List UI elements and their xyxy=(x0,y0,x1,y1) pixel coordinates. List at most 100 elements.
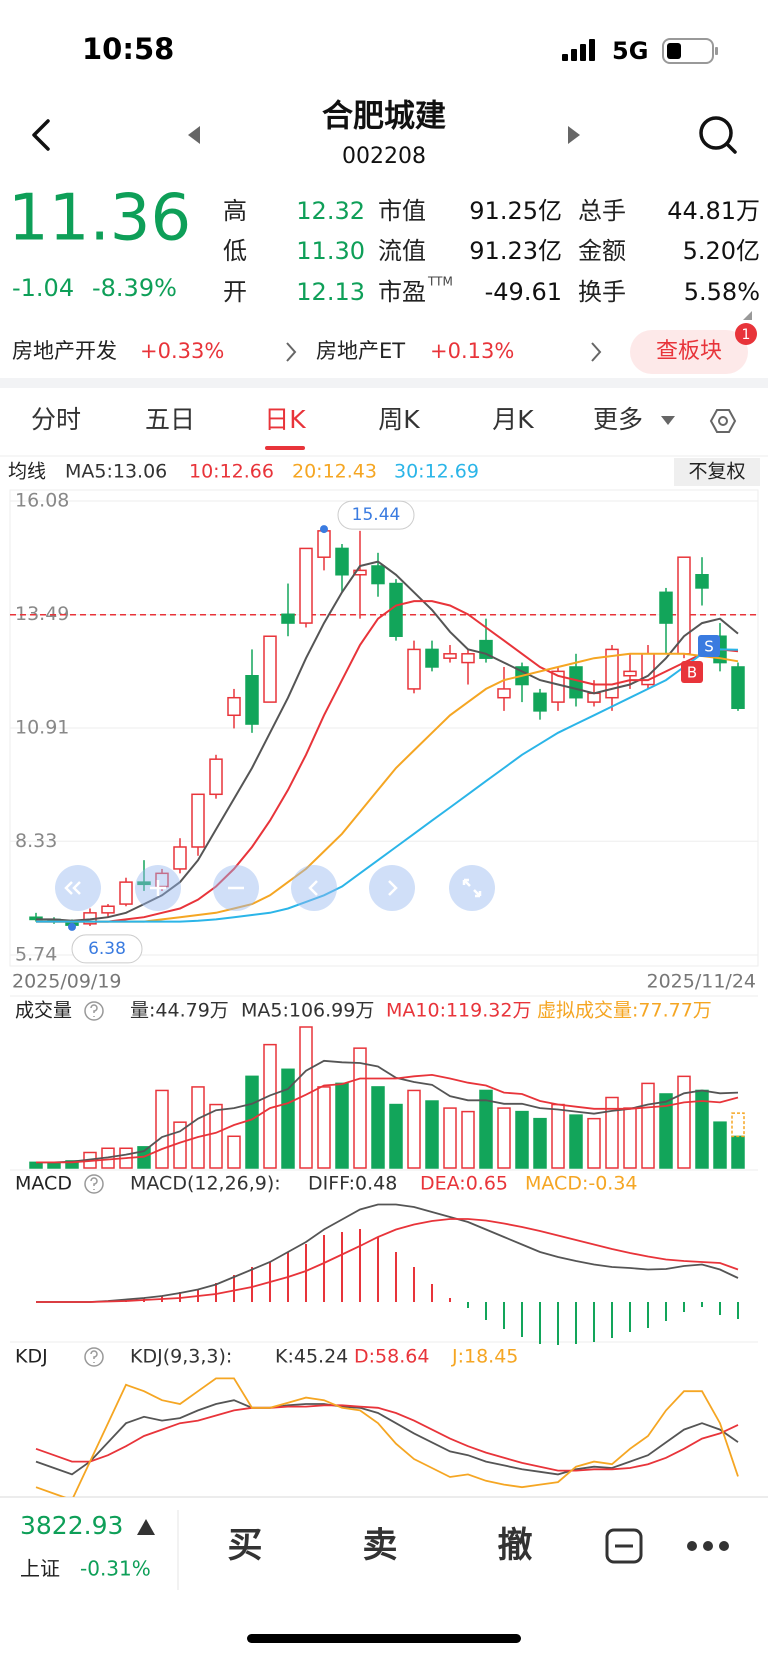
ma-line xyxy=(36,652,739,923)
stat-label: 低 xyxy=(223,237,247,265)
minus-button[interactable] xyxy=(605,1528,643,1564)
volume-bar xyxy=(479,1089,493,1169)
tab-underline xyxy=(265,446,305,450)
signal-icon xyxy=(562,39,595,61)
expand-indicator[interactable] xyxy=(743,311,752,320)
volume-bar xyxy=(335,1082,349,1169)
index-value: 3822.93 xyxy=(20,1511,123,1540)
chart-nav-button[interactable] xyxy=(449,865,495,911)
stat-label: 市值 xyxy=(378,197,426,225)
candle-body xyxy=(605,648,619,699)
panel-legend: K:45.24 xyxy=(275,1346,348,1368)
action-button[interactable]: 卖 xyxy=(362,1526,397,1566)
low-label: 6.38 xyxy=(88,939,126,959)
candle-body xyxy=(425,648,439,668)
help-icon-glyph xyxy=(90,1350,98,1363)
tab[interactable]: 五日 xyxy=(145,405,195,434)
chart-nav-button[interactable] xyxy=(55,865,101,911)
tab[interactable]: 更多 xyxy=(593,405,643,434)
low-dot xyxy=(68,922,76,931)
help-icon[interactable] xyxy=(84,1347,104,1367)
help-icon[interactable] xyxy=(84,1174,104,1194)
sector-name[interactable]: 房地产开发 xyxy=(12,339,117,363)
candle-body xyxy=(659,591,673,624)
volume-bar xyxy=(677,1075,691,1169)
ma-line xyxy=(36,600,739,923)
chart-nav-button[interactable] xyxy=(291,865,337,911)
volume-bar xyxy=(209,1103,223,1169)
ma-legend: 20:12.43 xyxy=(292,461,377,483)
panel-legend: MA5:106.99万 xyxy=(241,1000,374,1022)
volume-bar xyxy=(191,1086,205,1169)
volume-bar xyxy=(641,1082,655,1169)
stat-value: 44.81万 xyxy=(667,197,760,225)
stat-label: 换手 xyxy=(578,278,626,306)
settings-icon[interactable] xyxy=(709,409,737,433)
kdj-line xyxy=(35,1404,739,1472)
back-button[interactable] xyxy=(32,119,50,151)
panel-legend: J:18.45 xyxy=(451,1346,518,1368)
action-button[interactable]: 买 xyxy=(227,1526,262,1566)
price: 11.36 xyxy=(8,182,191,256)
virtual-volume xyxy=(731,1112,745,1138)
low-bubble xyxy=(71,934,143,964)
chart-nav-icon xyxy=(462,878,482,898)
stat-label: 总手 xyxy=(578,197,626,225)
high-label: 15.44 xyxy=(352,505,401,525)
panel-title: KDJ xyxy=(15,1346,48,1368)
macd-line xyxy=(36,1218,739,1303)
chart-nav-icon xyxy=(308,880,318,896)
candle-body xyxy=(119,881,133,905)
candle-body xyxy=(335,547,349,576)
sector-button-label: 查板块 xyxy=(656,339,722,364)
badge-count: 1 xyxy=(742,327,751,343)
candle-body xyxy=(353,569,367,576)
volume-bar xyxy=(587,1117,601,1169)
stat-label: 市盈 xyxy=(378,278,426,306)
action-button[interactable]: 撤 xyxy=(497,1526,532,1566)
prev-stock[interactable] xyxy=(188,126,200,144)
volume-bar xyxy=(713,1121,727,1169)
panel-legend: 虚拟成交量:77.77万 xyxy=(537,1000,712,1022)
candle-body xyxy=(497,688,511,699)
search-button[interactable] xyxy=(699,116,737,154)
home-indicator xyxy=(247,1634,521,1643)
candle-body xyxy=(245,675,259,725)
volume-bar xyxy=(551,1103,565,1169)
stock-code: 002208 xyxy=(342,144,426,169)
volume-bar xyxy=(461,1110,475,1169)
sector-button[interactable] xyxy=(630,330,748,374)
sector-name[interactable]: 房地产ET xyxy=(316,339,405,363)
panel-legend: 量:44.79万 xyxy=(130,1000,229,1022)
volume-bar xyxy=(317,1086,331,1169)
tab[interactable]: 月K xyxy=(492,405,534,434)
volume-bar xyxy=(623,1107,637,1169)
tab[interactable]: 日K xyxy=(264,405,306,434)
volume-bar xyxy=(443,1107,457,1169)
chart-nav-icon xyxy=(150,880,166,896)
chart-nav-button[interactable] xyxy=(369,865,415,911)
tab[interactable]: 分时 xyxy=(31,405,81,434)
chart-nav-icon xyxy=(388,880,398,896)
trade-mark xyxy=(698,635,720,657)
chevron xyxy=(591,342,602,362)
tab[interactable]: 周K xyxy=(378,405,420,434)
chevron xyxy=(286,342,297,362)
panel-legend: MACD:-0.34 xyxy=(525,1173,638,1195)
candle-body xyxy=(371,565,385,585)
start-date: 2025/09/19 xyxy=(12,971,122,993)
network: 5G xyxy=(612,37,648,65)
panel-title: 成交量 xyxy=(15,1000,72,1022)
help-icon[interactable] xyxy=(84,1001,104,1021)
volume-bar xyxy=(659,1093,673,1169)
adjust-button[interactable] xyxy=(674,458,760,486)
kdj-line xyxy=(35,1399,739,1476)
candle-body xyxy=(173,846,187,870)
next-stock[interactable] xyxy=(568,126,580,144)
stat-value: 11.30 xyxy=(296,237,365,265)
volume-bar xyxy=(389,1103,403,1169)
more-button[interactable] xyxy=(687,1541,729,1551)
high-bubble xyxy=(337,500,415,530)
ma-title: 均线 xyxy=(8,461,46,483)
adjust-label: 不复权 xyxy=(688,461,745,483)
